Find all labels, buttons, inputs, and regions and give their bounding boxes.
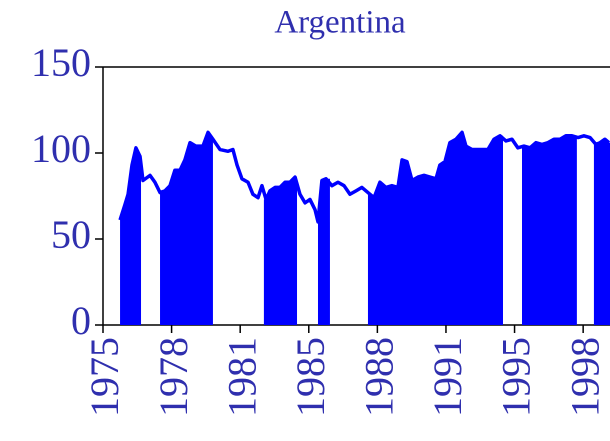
x-tick-label: 1981	[219, 337, 264, 417]
shaded-area	[160, 132, 213, 325]
x-tick-label: 1998	[562, 337, 607, 417]
shaded-area	[522, 135, 577, 325]
chart-title: Argentina	[274, 5, 406, 41]
shaded-area	[317, 178, 330, 325]
y-tick-label: 0	[71, 298, 91, 343]
x-tick-label: 1995	[494, 337, 539, 417]
y-tick-label: 100	[31, 126, 91, 171]
x-tick-label: 1975	[82, 337, 127, 417]
y-tick-label: 50	[51, 212, 91, 257]
shaded-area	[593, 139, 610, 325]
y-tick-label: 150	[31, 40, 91, 85]
x-tick-label: 1988	[357, 337, 402, 417]
x-tick-label: 1978	[151, 337, 196, 417]
shaded-area	[120, 147, 142, 325]
x-tick-label: 1985	[288, 337, 333, 417]
shaded-area	[367, 132, 503, 325]
shaded-area	[263, 177, 298, 325]
line	[118, 130, 610, 224]
x-tick-label: 1991	[425, 337, 470, 417]
